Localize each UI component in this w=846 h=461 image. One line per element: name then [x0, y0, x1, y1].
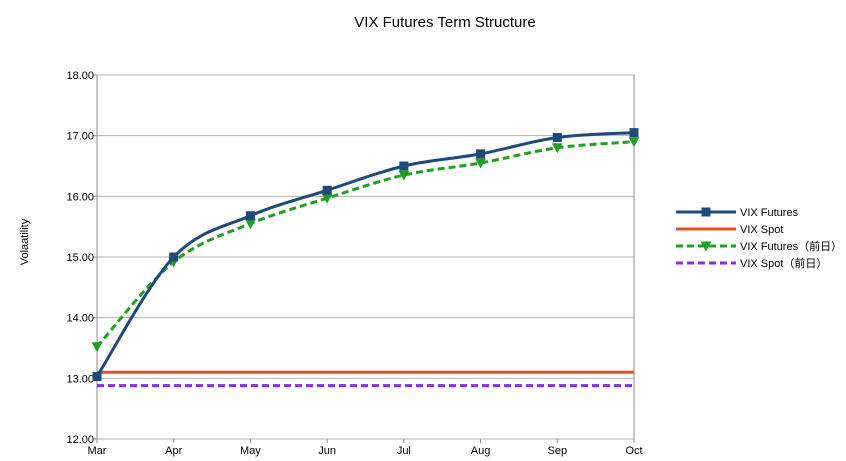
- legend-entry: VIX Futures（前日）: [676, 239, 842, 253]
- legend-entry: VIX Spot: [676, 224, 783, 236]
- x-tick-label: Jun: [318, 445, 336, 457]
- data-point: [398, 170, 410, 181]
- y-tick-label: 13.00: [66, 373, 94, 385]
- x-tick-label: Oct: [625, 445, 642, 457]
- y-axis-title: Volaatility: [19, 218, 31, 265]
- y-tick-label: 16.00: [66, 191, 94, 203]
- legend-label: VIX Futures: [740, 207, 799, 219]
- y-tick-label: 15.00: [66, 252, 94, 264]
- x-tick-label: Sep: [547, 445, 567, 457]
- y-tick-label: 14.00: [66, 313, 94, 325]
- y-tick-label: 17.00: [66, 131, 94, 143]
- data-point: [92, 372, 102, 382]
- data-point: [322, 185, 332, 195]
- legend-label: VIX Spot（前日）: [740, 256, 827, 270]
- series-2: [91, 137, 640, 353]
- data-point: [91, 342, 103, 353]
- plot-area: 12.00 13.00 14.00 15.00 16.00 17.00 18.00 Mar Ap…: [66, 70, 642, 457]
- chart-title: VIX Futures Term Structure: [354, 14, 535, 31]
- data-point: [476, 149, 486, 159]
- data-point: [628, 137, 640, 148]
- data-point: [629, 128, 639, 138]
- y-tick-label: 12.00: [66, 434, 94, 446]
- data-point: [552, 132, 562, 142]
- legend: VIX Futures VIX Spot VIX Futures（前日） VIX Sp…: [676, 207, 842, 270]
- x-tick-label: Mar: [88, 445, 107, 457]
- legend-marker: [700, 241, 712, 252]
- legend-entry: VIX Spot（前日）: [676, 256, 827, 270]
- legend-label: VIX Spot: [740, 224, 783, 236]
- legend-entry: VIX Futures: [676, 207, 799, 219]
- legend-label: VIX Futures（前日）: [740, 239, 842, 253]
- y-tick-label: 18.00: [66, 70, 94, 82]
- data-point: [399, 161, 409, 171]
- x-tick-label: Aug: [471, 445, 491, 457]
- data-point: [551, 143, 563, 154]
- x-tick-label: Apr: [165, 445, 182, 457]
- x-tick-label: Jul: [397, 445, 411, 457]
- series-line: [95, 140, 635, 348]
- data-point: [169, 252, 179, 262]
- data-point: [475, 158, 486, 169]
- series-0: [92, 128, 639, 382]
- legend-marker: [701, 207, 711, 217]
- data-point: [245, 211, 255, 221]
- x-tick-label: May: [240, 445, 261, 457]
